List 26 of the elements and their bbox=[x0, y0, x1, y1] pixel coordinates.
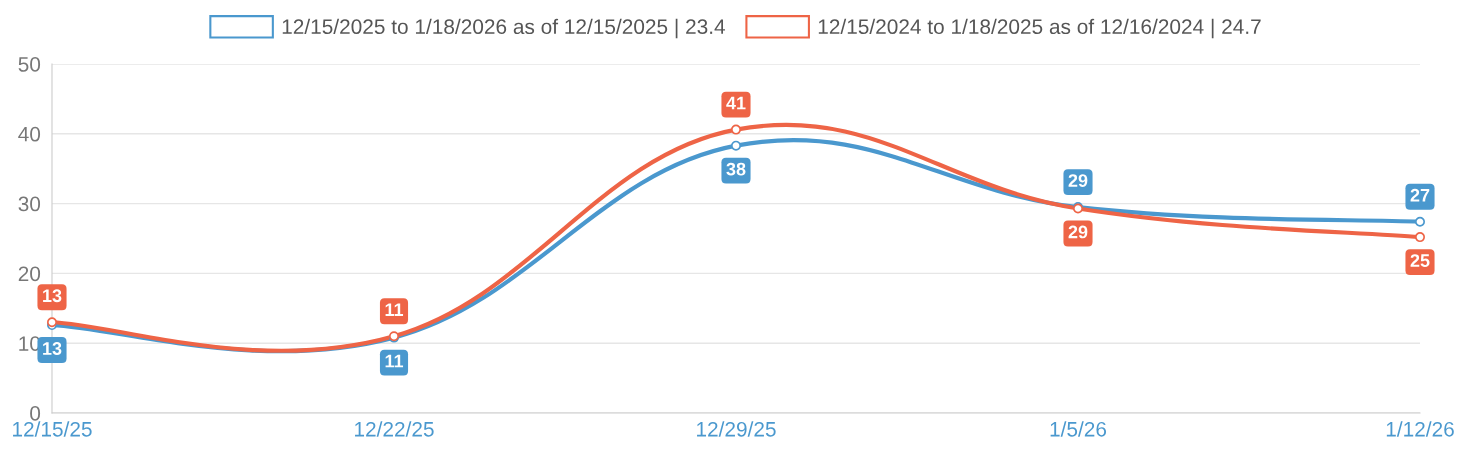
legend-label: 12/15/2025 to 1/18/2026 as of 12/15/2025 | 23.4 bbox=[282, 18, 726, 39]
data-label: 38 bbox=[726, 162, 746, 176]
point bbox=[1414, 216, 1426, 227]
data-label: 11 bbox=[385, 303, 404, 316]
x-tick-label: 12/29/25 bbox=[697, 421, 776, 437]
x-tick-label: 12/22/25 bbox=[355, 421, 434, 437]
point bbox=[1414, 232, 1426, 243]
legend-label: 12/15/2024 to 1/18/2025 as of 12/16/2024 | 24.7 bbox=[818, 18, 1261, 39]
data-label: 11 bbox=[385, 354, 404, 368]
data-label: 13 bbox=[43, 289, 62, 303]
y-tick-label: 20 bbox=[18, 266, 41, 282]
y-tick-label: 40 bbox=[18, 126, 41, 142]
data-label: 27 bbox=[1410, 188, 1430, 202]
x-tick-label: 1/12/26 bbox=[1386, 421, 1454, 437]
y-tick-label: 0 bbox=[30, 406, 41, 421]
x-tick-label: 12/15/25 bbox=[13, 421, 92, 437]
data-label: 29 bbox=[1068, 225, 1088, 239]
data-label: 29 bbox=[1068, 174, 1088, 187]
data-label: 25 bbox=[1410, 254, 1430, 267]
y-tick-label: 50 bbox=[18, 57, 41, 72]
point bbox=[730, 140, 742, 151]
point bbox=[730, 124, 742, 135]
y-tick-label: 30 bbox=[18, 196, 41, 212]
x-tick-label: 1/5/26 bbox=[1050, 421, 1107, 437]
data-label: 41 bbox=[726, 96, 746, 110]
data-label: 13 bbox=[43, 342, 62, 355]
